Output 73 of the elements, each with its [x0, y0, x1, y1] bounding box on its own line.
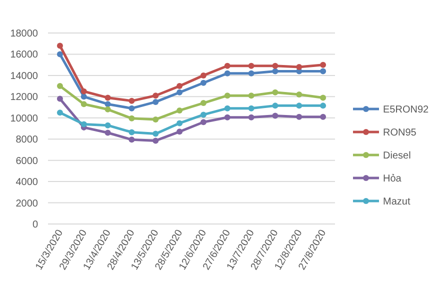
legend-label: E5RON92 [383, 104, 430, 116]
point [320, 94, 326, 101]
point [224, 92, 230, 99]
point [152, 98, 159, 105]
point [272, 62, 278, 69]
point [56, 51, 63, 58]
point [80, 88, 87, 94]
point [296, 114, 302, 120]
point [80, 101, 87, 108]
point [224, 105, 230, 112]
point [56, 83, 63, 90]
y-tick-label: 2000 [16, 198, 38, 210]
point [56, 96, 63, 102]
point [128, 98, 135, 104]
point [128, 115, 135, 122]
point [296, 64, 302, 70]
point [56, 42, 63, 49]
point [128, 136, 135, 143]
point [248, 92, 254, 99]
y-tick-label: 14000 [10, 70, 38, 82]
point [152, 130, 159, 137]
y-tick-label: 18000 [10, 28, 38, 40]
legend-label: Diesel [383, 150, 411, 162]
point [224, 70, 230, 76]
point [200, 80, 206, 86]
point [104, 101, 111, 108]
point [128, 105, 135, 112]
point [320, 62, 326, 68]
legend-label: Mazut [383, 196, 410, 208]
point [272, 89, 278, 96]
point [248, 70, 254, 76]
legend-label: RON95 [383, 128, 417, 138]
point [104, 106, 111, 112]
point [152, 116, 159, 122]
point [248, 105, 254, 112]
point [224, 114, 230, 120]
point [248, 62, 254, 69]
point [152, 138, 159, 144]
y-tick-label: 12000 [10, 92, 38, 104]
y-tick-label: 4000 [16, 177, 38, 188]
point [200, 119, 206, 126]
point [80, 121, 87, 128]
point [200, 72, 206, 78]
point [152, 92, 159, 99]
point [104, 122, 111, 128]
point [176, 107, 183, 114]
point [272, 102, 278, 109]
point [200, 100, 206, 106]
point [200, 112, 206, 118]
point [176, 120, 183, 126]
point [224, 62, 230, 69]
point [176, 83, 183, 90]
point [176, 89, 183, 96]
point [248, 114, 254, 120]
point [272, 68, 278, 74]
y-tick-label: 6000 [16, 156, 38, 167]
y-tick-label: 0 [32, 220, 38, 230]
point [80, 94, 87, 100]
legend-label: Hỏa [383, 174, 402, 184]
point [320, 68, 326, 74]
point [128, 129, 135, 136]
point [56, 110, 63, 116]
y-tick-label: 10000 [10, 113, 38, 124]
point [320, 114, 326, 120]
point [296, 102, 302, 109]
point [104, 94, 111, 101]
point [104, 130, 111, 136]
point [176, 128, 183, 135]
y-tick-label: 16000 [10, 50, 38, 61]
point [320, 102, 326, 109]
point [296, 92, 302, 98]
y-tick-label: 8000 [16, 134, 38, 146]
point [272, 112, 278, 119]
